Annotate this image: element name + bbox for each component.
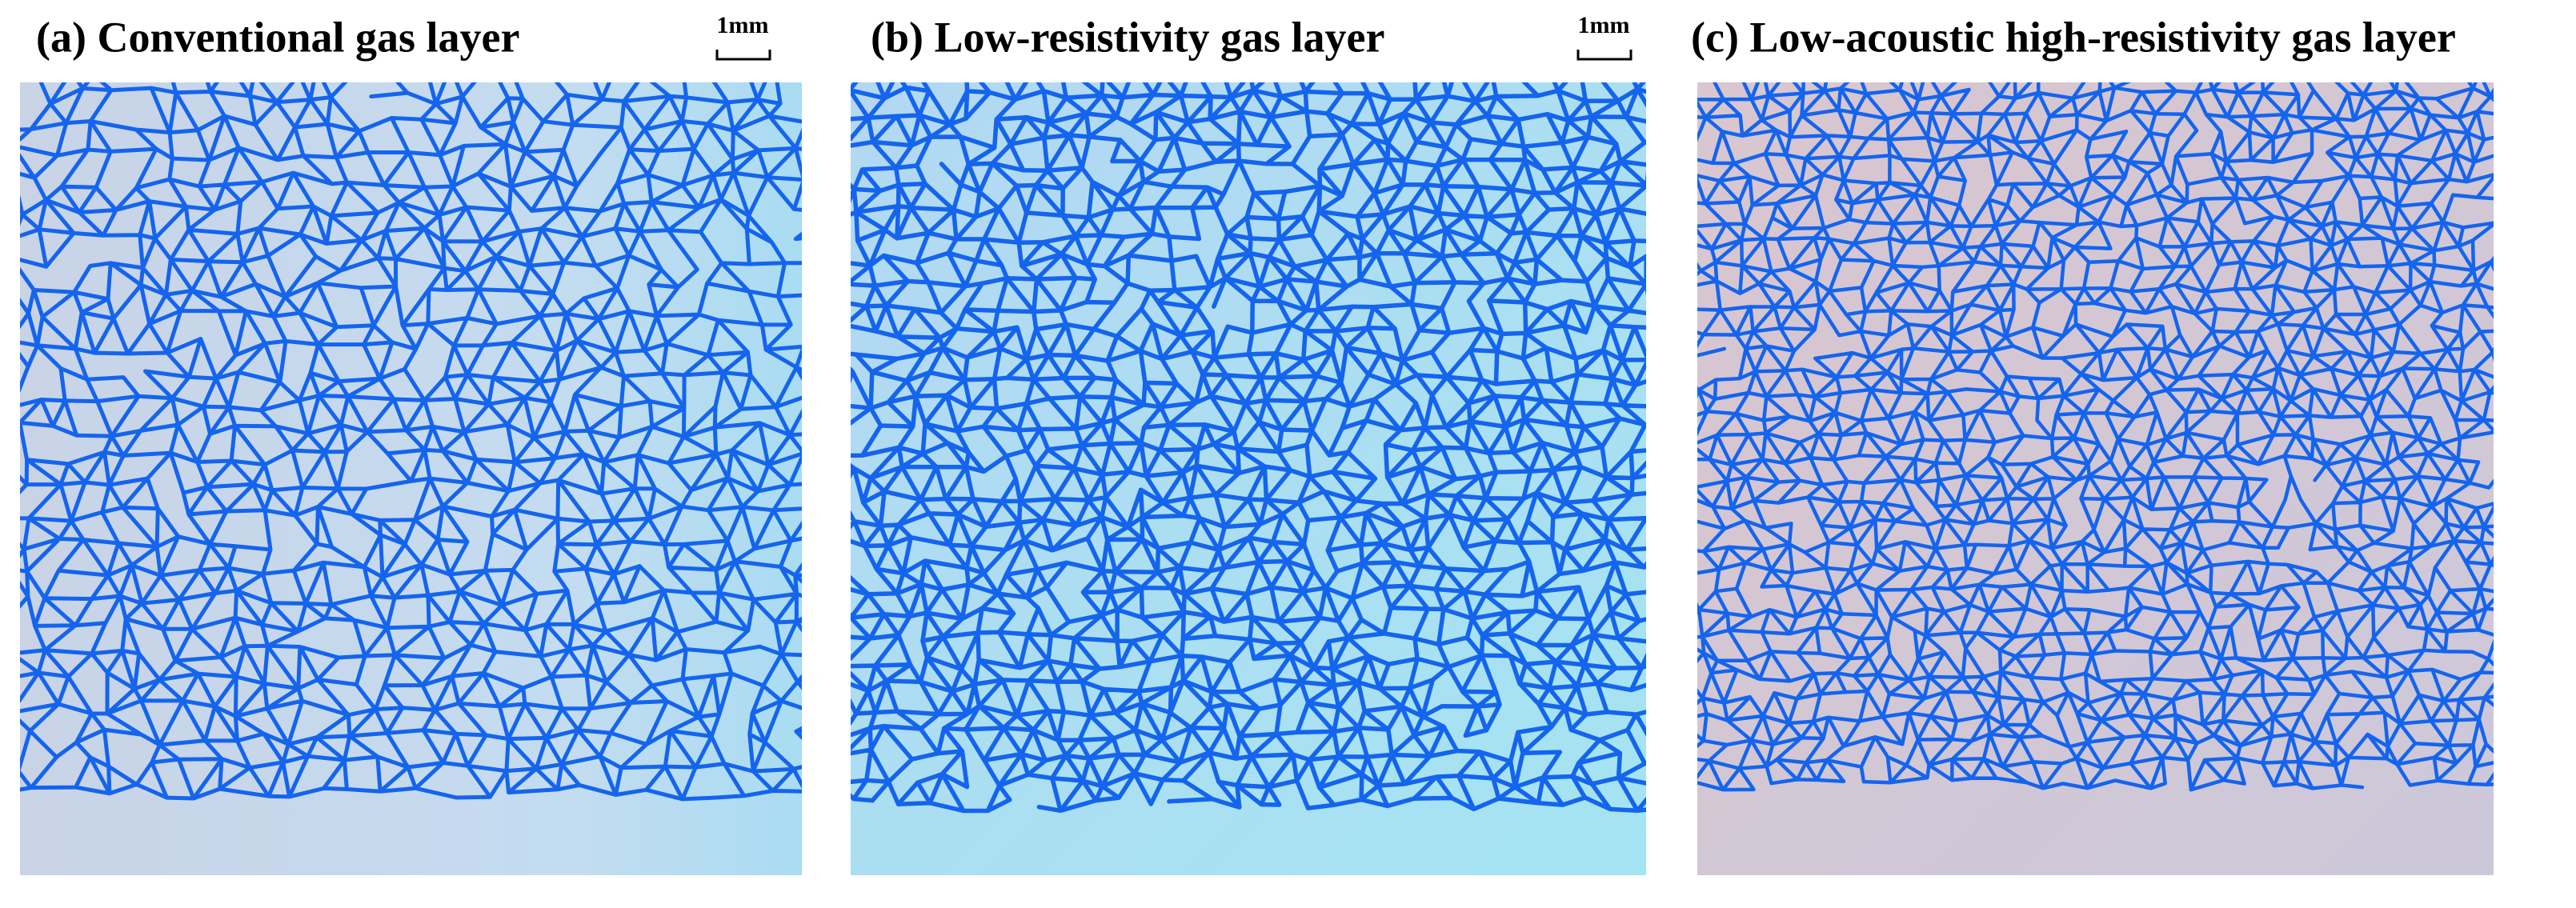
pore-network	[851, 82, 1646, 814]
pore-network	[1697, 82, 2494, 792]
scale-label: 1mm	[717, 12, 769, 38]
panel-title: (c) Low-acoustic high-resistivity gas la…	[1691, 13, 2456, 61]
scale-label: 1mm	[1578, 12, 1630, 38]
scale-bar	[715, 50, 771, 61]
scale-bar	[1576, 50, 1633, 61]
pore-network	[20, 82, 802, 802]
panel-title: (b) Low-resistivity gas layer	[871, 13, 1384, 61]
panel-title: (a) Conventional gas layer	[36, 13, 519, 61]
